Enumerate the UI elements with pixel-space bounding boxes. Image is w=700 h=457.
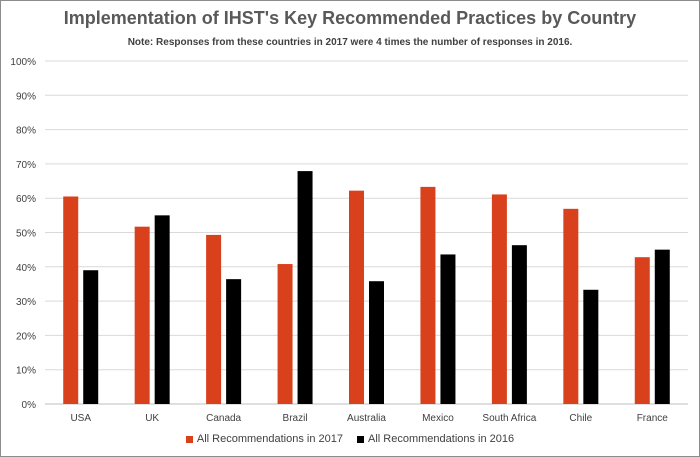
y-tick-label: 60%: [16, 194, 36, 205]
legend-label-2017: All Recommendations in 2017: [196, 433, 343, 445]
bar-2017: [349, 190, 364, 404]
x-tick-label: Mexico: [422, 413, 454, 424]
y-tick-label: 90%: [16, 91, 36, 102]
y-tick-label: 30%: [16, 297, 36, 308]
x-tick-label: South Africa: [482, 413, 536, 424]
bar-2016: [654, 249, 670, 404]
bar-2016: [226, 279, 242, 404]
legend-item-2016: All Recommendations in 2016: [357, 433, 514, 445]
bar-2017: [206, 234, 222, 404]
bar-2016: [511, 245, 527, 404]
bar-2017: [277, 264, 293, 404]
bar-2016: [297, 171, 313, 404]
y-tick-label: 100%: [10, 57, 36, 68]
legend-swatch-2017: [185, 435, 193, 443]
bar-2017: [563, 208, 579, 404]
x-tick-label: Canada: [206, 413, 241, 424]
y-tick-label: 70%: [16, 160, 36, 171]
legend-item-2017: All Recommendations in 2017: [185, 433, 343, 445]
bar-2017: [634, 257, 650, 404]
y-tick-label: 0%: [22, 400, 37, 411]
x-tick-label: Chile: [569, 413, 592, 424]
x-tick-label: USA: [70, 413, 91, 424]
y-tick-label: 40%: [16, 263, 36, 274]
y-tick-label: 20%: [16, 331, 36, 342]
bar-2017: [63, 196, 79, 404]
x-tick-label: Australia: [347, 413, 386, 424]
bar-2016: [154, 215, 170, 404]
x-tick-label: UK: [145, 413, 159, 424]
bar-2016: [369, 281, 384, 404]
bar-2016: [83, 270, 99, 404]
y-tick-label: 10%: [16, 366, 36, 377]
bar-2017: [491, 194, 507, 404]
x-tick-label: Brazil: [283, 413, 308, 424]
y-tick-label: 50%: [16, 229, 36, 240]
legend-label-2016: All Recommendations in 2016: [368, 433, 515, 445]
legend: All Recommendations in 2017 All Recommen…: [0, 433, 700, 445]
chart-title: Implementation of IHST's Key Recommended…: [63, 8, 637, 28]
bar-2017: [420, 186, 436, 404]
bar-2016: [583, 289, 599, 404]
bar-2016: [440, 254, 456, 404]
x-tick-label: France: [637, 413, 669, 424]
bar-2017: [134, 226, 150, 404]
chart-subtitle: Note: Responses from these countries in …: [127, 37, 573, 48]
y-tick-label: 80%: [16, 126, 36, 137]
legend-swatch-2016: [357, 435, 364, 443]
